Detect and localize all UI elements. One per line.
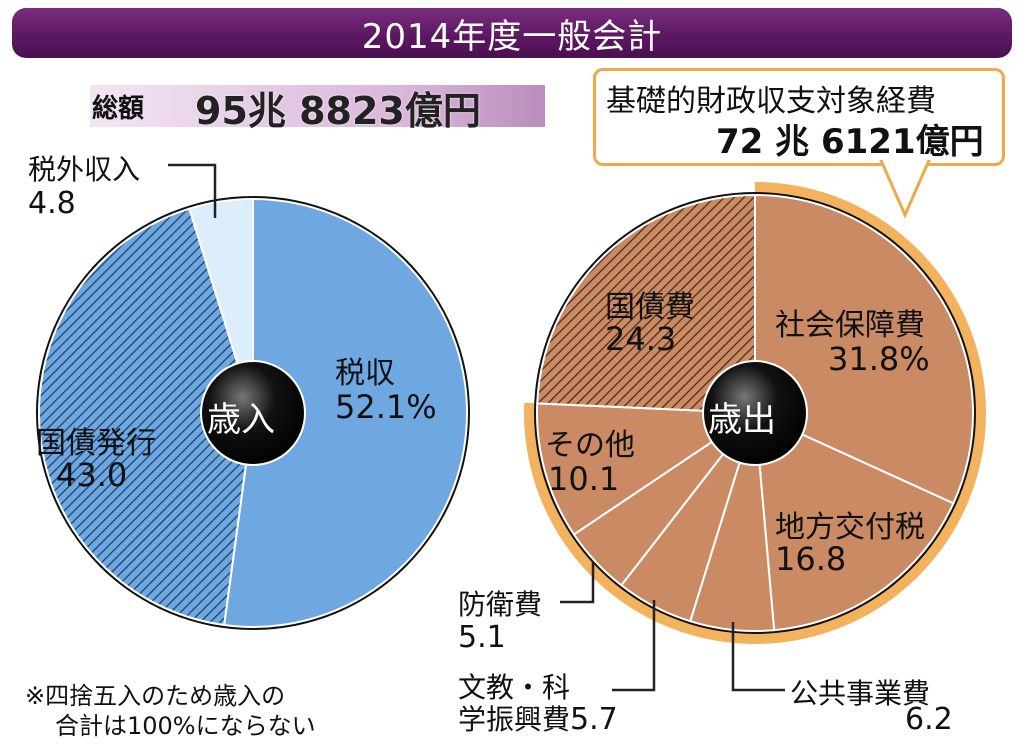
pie-slice-その他 — [536, 402, 759, 536]
value-other: 10.1 — [548, 460, 620, 498]
leader-line-public-works — [731, 622, 785, 692]
pie-center-hub — [702, 360, 808, 466]
pie-slice-地方交付税 — [753, 411, 955, 632]
pie-center-hub — [200, 360, 306, 466]
footnote-line-1: ※四捨五入のため歳入の — [25, 682, 286, 710]
value-public-works: 6.2 — [905, 702, 953, 737]
value-local-tax: 16.8 — [775, 540, 847, 578]
value-education: 5.7 — [570, 702, 618, 737]
pie-slice-税外収入 — [188, 197, 254, 414]
chart-title: 2014年度一般会計 — [361, 16, 663, 57]
callout-value: 72 兆 6121億円 — [716, 122, 984, 162]
label-tax: 税収 — [335, 356, 395, 391]
footnote-line-2: 合計は100%にならない — [55, 712, 316, 740]
label-bonds: 国債発行 — [36, 426, 156, 461]
leader-line-defense — [560, 562, 595, 604]
total-band — [90, 85, 545, 127]
label-defense: 防衛費 — [458, 588, 543, 621]
label-non-tax: 税外収入 — [28, 153, 141, 186]
callout-pointer — [878, 157, 932, 219]
leader-line-non-tax — [168, 163, 217, 218]
value-tax: 52.1% — [335, 388, 437, 426]
label-local-tax: 地方交付税 — [775, 510, 925, 545]
pie-slice-国債発行 — [38, 207, 255, 627]
value-defense: 5.1 — [458, 620, 506, 655]
leader-line-education — [612, 600, 656, 692]
callout-label: 基礎的財政収支対象経費 — [606, 84, 936, 119]
total-value: 95兆 8823億円 — [195, 89, 481, 133]
total-label: 総額 — [92, 94, 145, 124]
pie-slice-税収 — [223, 197, 468, 628]
label-debt-service: 国債費 — [605, 290, 695, 325]
value-debt-service: 24.3 — [605, 320, 677, 358]
pie-slice-社会保障費 — [754, 193, 974, 505]
value-non-tax: 4.8 — [28, 186, 76, 221]
label-education: 文教・科学振興費 — [458, 671, 571, 736]
label-public-works: 公共事業費 — [790, 677, 931, 710]
label-other: その他 — [545, 428, 635, 463]
value-social-security: 31.8% — [828, 340, 930, 378]
center-label-expenditure: 歳出 — [708, 400, 776, 440]
center-label-revenue: 歳入 — [207, 400, 275, 440]
label-social-security: 社会保障費 — [775, 308, 925, 343]
title-bar: 2014年度一般会計 — [12, 8, 1012, 58]
pie-slice-国債費 — [536, 193, 756, 415]
callout-box — [593, 68, 1005, 166]
value-bonds: 43.0 — [56, 456, 128, 494]
